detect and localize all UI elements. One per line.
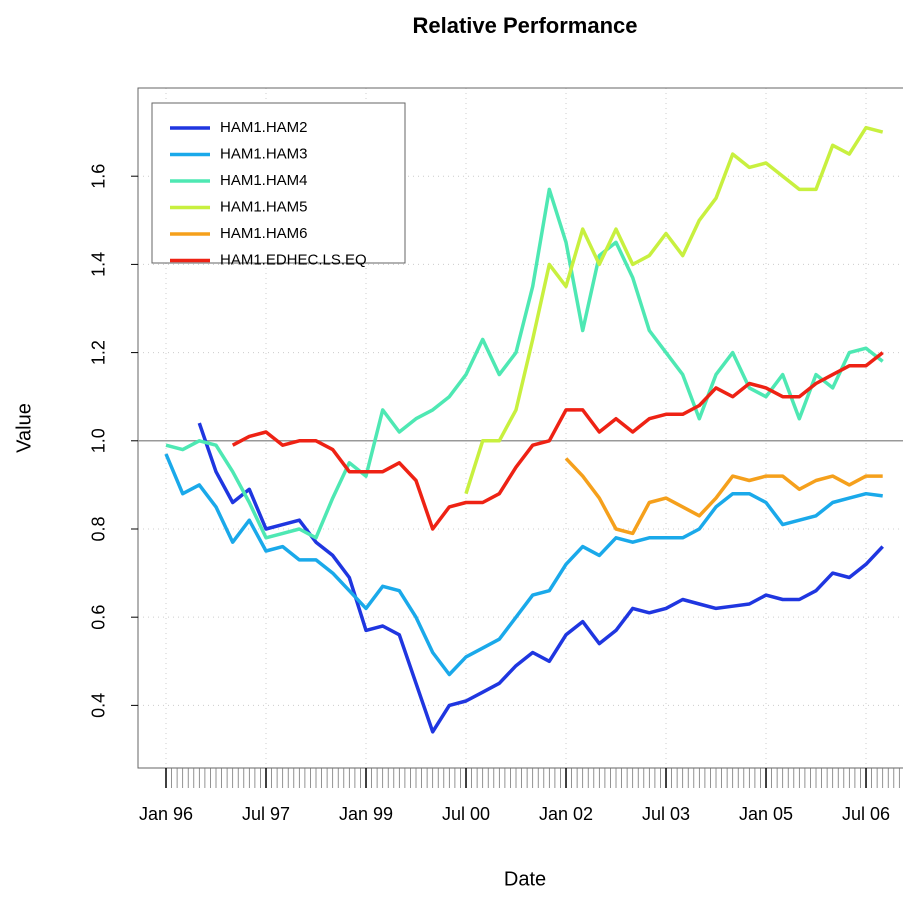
- legend-label: HAM1.HAM6: [220, 225, 308, 242]
- series-line: [164, 453, 883, 677]
- series-line: [564, 457, 883, 536]
- y-tick-label: 0.8: [89, 516, 109, 541]
- legend-label: HAM1.HAM5: [220, 198, 308, 215]
- chart-title: Relative Performance: [413, 13, 638, 38]
- x-tick-label: Jul 06: [842, 804, 890, 824]
- y-tick-label: 0.4: [89, 693, 109, 718]
- x-tick-label: Jan 99: [339, 804, 393, 824]
- series-line: [197, 422, 884, 734]
- y-tick-label: 0.6: [89, 605, 109, 630]
- x-axis-label: Date: [504, 868, 546, 890]
- legend-label: HAM1.HAM3: [220, 145, 308, 162]
- y-tick-label: 1.4: [89, 252, 109, 277]
- series-line: [165, 187, 884, 540]
- x-tick-label: Jul 00: [442, 804, 490, 824]
- y-axis-label: Value: [13, 403, 35, 453]
- x-tick-label: Jan 96: [139, 804, 193, 824]
- y-tick-label: 1.2: [89, 340, 109, 365]
- series-line: [231, 351, 884, 531]
- y-tick-label: 1.0: [89, 428, 109, 453]
- x-tick-label: Jan 05: [739, 804, 793, 824]
- x-tick-label: Jul 97: [242, 804, 290, 824]
- plot-frame: [137, 87, 903, 769]
- legend-label: HAM1.EDHEC.LS.EQ: [220, 251, 367, 268]
- series-line: [464, 125, 884, 495]
- legend-label: HAM1.HAM4: [220, 172, 308, 189]
- legend-label: HAM1.HAM2: [220, 119, 308, 136]
- y-tick-label: 1.6: [89, 164, 109, 189]
- x-tick-label: Jan 02: [539, 804, 593, 824]
- x-tick-label: Jul 03: [642, 804, 690, 824]
